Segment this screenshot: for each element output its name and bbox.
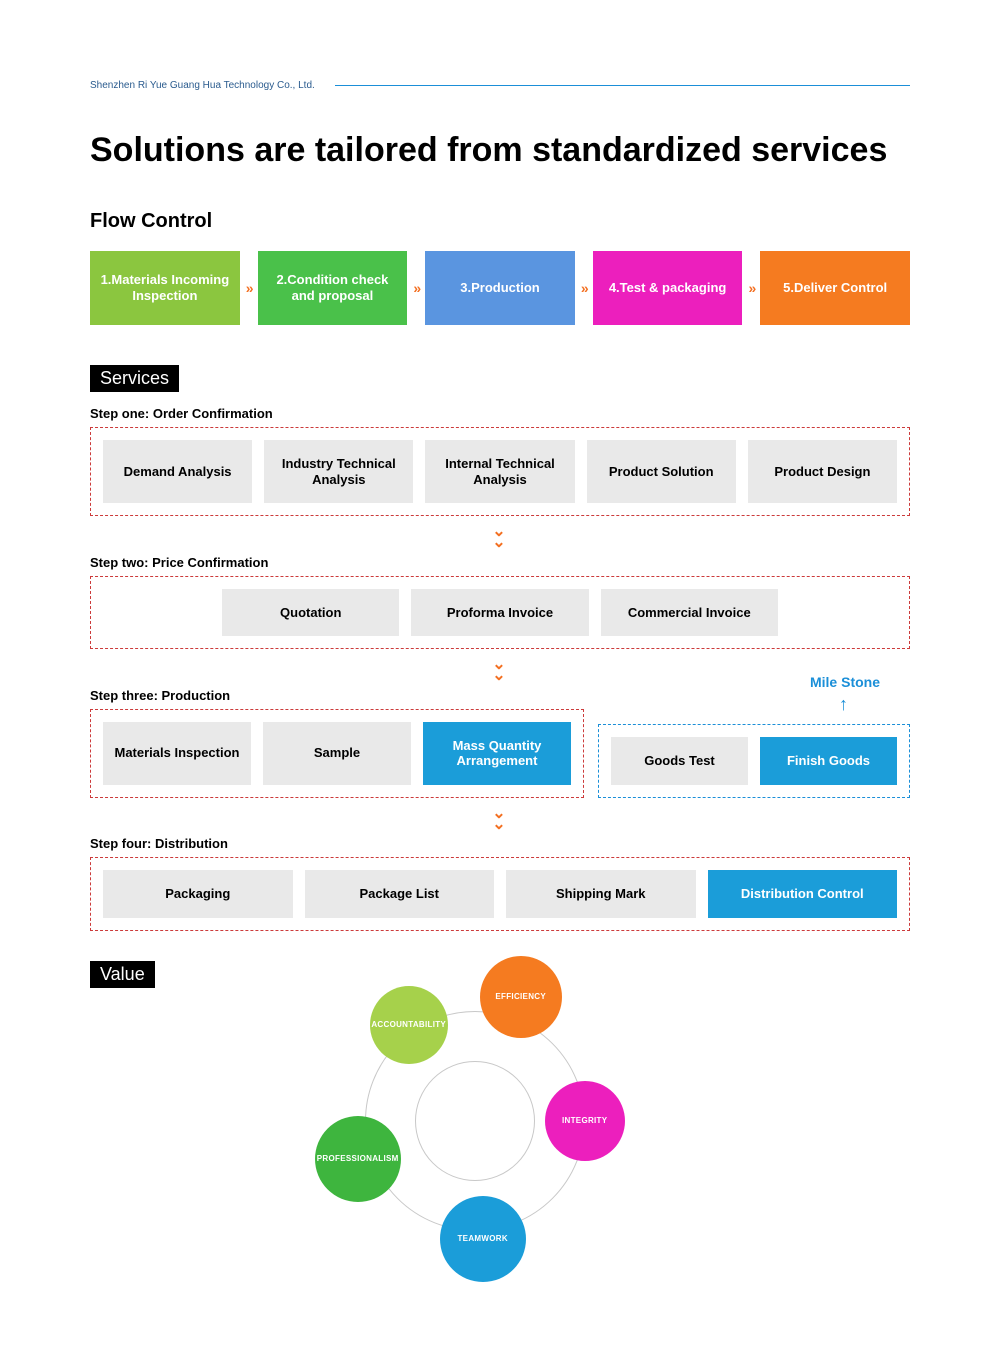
step3-title: Step three: Production [90,688,910,703]
down-arrow-icon: ⌄⌄ [90,808,910,830]
flow-control-row: 1.Materials Incoming Inspection » 2.Condit… [90,251,910,325]
value-diagram: EFFICIENCYACCOUNTABILITYINTEGRITYPROFESS… [315,961,635,1281]
flow-arrow-icon: » [748,280,754,296]
flow-box: 5.Deliver Control [760,251,910,325]
flow-box: 1.Materials Incoming Inspection [90,251,240,325]
service-card: Shipping Mark [506,870,696,918]
service-card: Finish Goods [760,737,897,785]
service-card: Product Design [748,440,897,503]
service-card: Package List [305,870,495,918]
service-card: Internal Technical Analysis [425,440,574,503]
flow-box: 3.Production [425,251,575,325]
company-name: Shenzhen Ri Yue Guang Hua Technology Co.… [90,80,315,91]
step3-left-box: Materials InspectionSampleMass Quantity … [90,709,584,798]
value-bubble: EFFICIENCY [480,956,562,1038]
step4-box: PackagingPackage ListShipping MarkDistri… [90,857,910,931]
page-title: Solutions are tailored from standardized… [90,131,910,170]
page-header: Shenzhen Ri Yue Guang Hua Technology Co.… [90,80,910,91]
value-bubble: INTEGRITY [545,1081,625,1161]
step2-box: QuotationProforma Invoice Commercial Invo… [90,576,910,650]
flow-arrow-icon: » [581,280,587,296]
service-card: Proforma Invoice [411,589,588,637]
value-bubble: ACCOUNTABILITY [370,986,448,1064]
flow-box: 4.Test & packaging [593,251,743,325]
flow-box: 2.Condition check and proposal [258,251,408,325]
milestone-arrow-icon: ↑ [839,694,848,715]
header-divider [335,85,910,86]
step2-title: Step two: Price Confirmation [90,555,910,570]
value-bubble: PROFESSIONALISM [315,1116,401,1202]
milestone-label: Mile Stone [810,674,880,690]
service-card: Industry Technical Analysis [264,440,413,503]
value-bubble: TEAMWORK [440,1196,526,1282]
step1-title: Step one: Order Confirmation [90,406,910,421]
step4-title: Step four: Distribution [90,836,910,851]
service-card: Goods Test [611,737,748,785]
flow-arrow-icon: » [413,280,419,296]
service-card: Product Solution [587,440,736,503]
service-card: Mass Quantity Arrangement [423,722,571,785]
value-heading: Value [90,961,155,988]
ring-inner [415,1061,535,1181]
flow-heading: Flow Control [90,210,910,233]
down-arrow-icon: ⌄⌄ [90,659,910,681]
service-card: Demand Analysis [103,440,252,503]
service-card: Commercial Invoice [601,589,778,637]
service-card: Distribution Control [708,870,898,918]
services-heading: Services [90,365,179,392]
flow-arrow-icon: » [246,280,252,296]
step1-box: Demand AnalysisIndustry Technical Analys… [90,427,910,516]
service-card: Sample [263,722,411,785]
step3-right-box: Goods TestFinish Goods [598,724,910,798]
service-card: Materials Inspection [103,722,251,785]
step3-row: Materials InspectionSampleMass Quantity … [90,709,910,798]
down-arrow-icon: ⌄⌄ [90,526,910,548]
service-card: Packaging [103,870,293,918]
service-card: Quotation [222,589,399,637]
